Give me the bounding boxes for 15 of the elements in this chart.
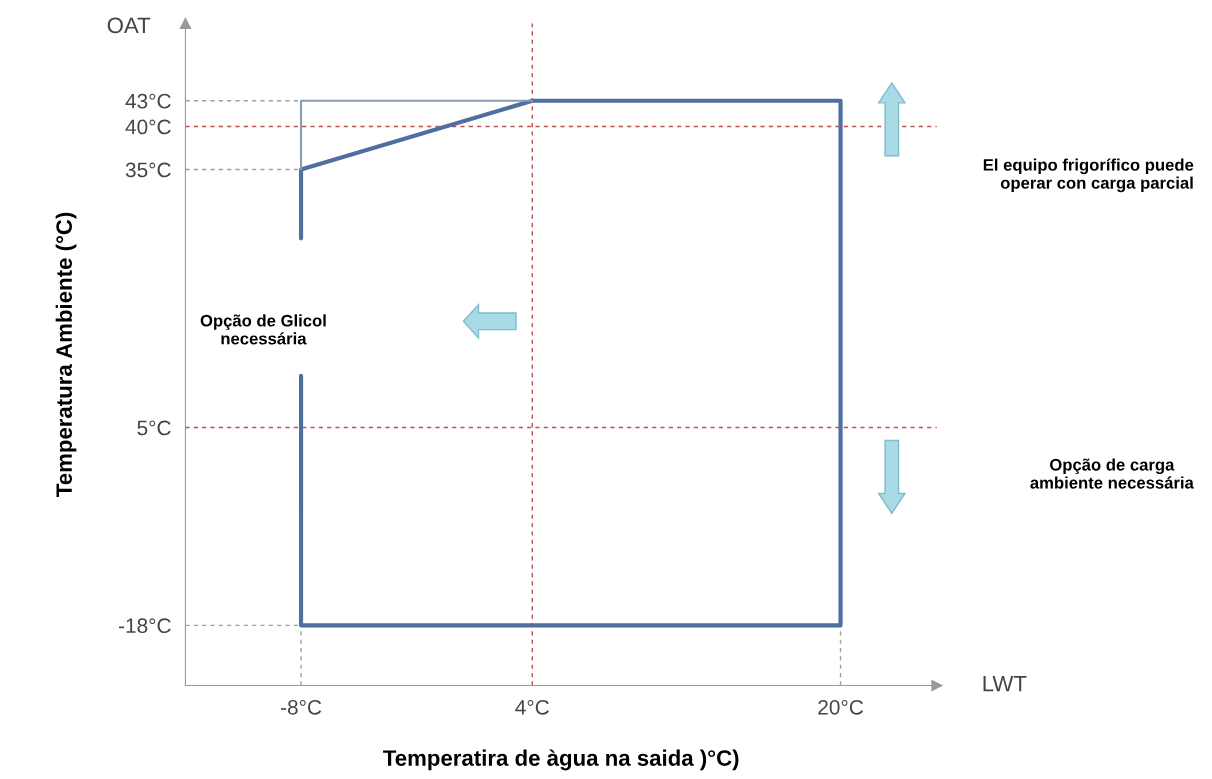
y-tick-label: 40°C	[125, 119, 171, 135]
x-axis-title: Temperatira de àgua na saida )°C)	[383, 749, 739, 771]
y-tick-label: 5°C	[137, 420, 171, 436]
y-tick-label: 35°C	[125, 162, 171, 178]
x-tick-label: -8°C	[281, 699, 322, 715]
x-tick-label: 4°C	[515, 699, 549, 715]
y-tick-label: -18°C	[118, 618, 171, 634]
x-tick-label: 20°C	[818, 699, 864, 715]
annotation: Opção de Glicol necessária	[200, 314, 326, 345]
text: OAT	[107, 17, 151, 34]
y-axis-title: Temperatura Ambiente (°C)	[55, 212, 77, 497]
text: Opção de carga ambiente necessária	[1030, 458, 1194, 489]
y-tick-label: 43°C	[125, 93, 171, 109]
text: El equipo frigorífico puede operar con carga parcial	[983, 158, 1194, 193]
text: LWT	[983, 675, 1027, 692]
